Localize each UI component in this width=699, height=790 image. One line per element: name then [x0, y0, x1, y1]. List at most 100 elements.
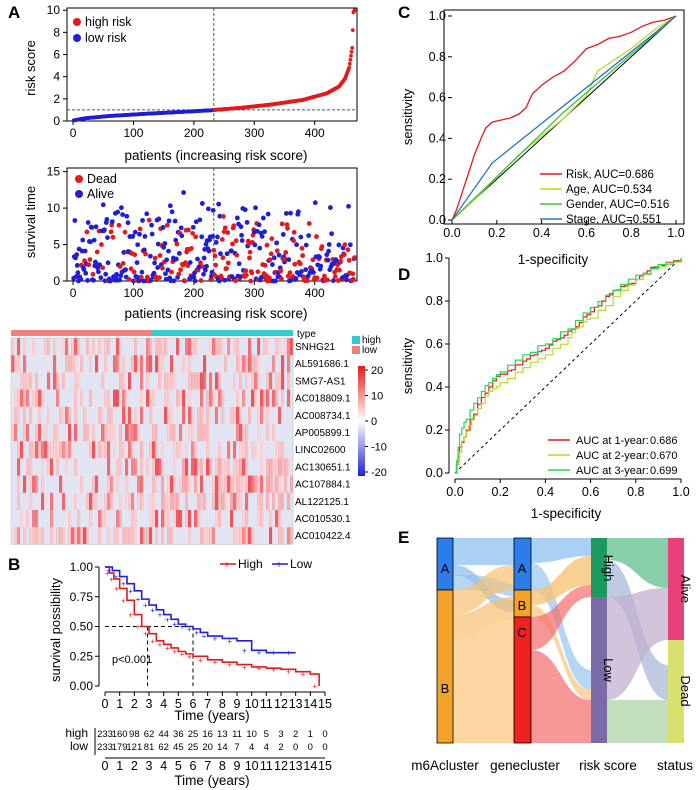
- heatmap-cell: [131, 458, 135, 476]
- heatmap-cell: [275, 475, 279, 493]
- survival-point-dead: [244, 272, 249, 278]
- risk-point-high: [347, 65, 352, 70]
- axis-m6acluster: m6Acluster: [411, 758, 479, 773]
- heatmap-cell: [98, 406, 102, 424]
- heatmap-cell: [212, 475, 216, 493]
- heatmap-cell: [98, 338, 102, 356]
- roc-d-xtick-label: 0.6: [582, 485, 599, 499]
- heatmap-cell: [149, 510, 153, 528]
- heatmap-cell: [230, 527, 234, 545]
- heatmap-cell: [221, 338, 225, 356]
- heatmap-cell: [173, 406, 177, 424]
- a1-xtick-label: 200: [184, 126, 204, 140]
- heatmap-cell: [209, 510, 213, 528]
- survival-point-dead: [224, 266, 229, 271]
- survival-point-alive: [202, 267, 208, 273]
- survival-point-dead: [284, 222, 290, 227]
- heatmap-cell: [152, 338, 156, 356]
- heatmap-cell: [173, 355, 177, 373]
- survival-point-dead: [262, 262, 268, 268]
- survival-point-dead: [246, 241, 252, 246]
- survival-point-alive: [123, 267, 129, 273]
- heatmap-cell: [287, 372, 291, 390]
- heatmap-cell: [140, 458, 144, 476]
- risk-table-high-cell: 44: [158, 729, 169, 740]
- heatmap-cell: [26, 338, 30, 356]
- heatmap-cell: [122, 510, 126, 528]
- heatmap-cell: [125, 475, 129, 493]
- heatmap-cell: [125, 492, 129, 510]
- heatmap-cell: [92, 424, 96, 442]
- heatmap-cell: [176, 355, 180, 373]
- heatmap-cell: [191, 355, 195, 373]
- heatmap-cell: [20, 492, 24, 510]
- roc-c-xtick-label: 0.2: [488, 226, 505, 240]
- heatmap-cell: [158, 527, 162, 545]
- heatmap-cell: [65, 527, 69, 545]
- heatmap-cell: [194, 475, 198, 493]
- heatmap-cell: [281, 355, 285, 373]
- heatmap-cell: [26, 424, 30, 442]
- heatmap-cell: [125, 527, 129, 545]
- heatmap-cell: [101, 527, 105, 545]
- heatmap-cell: [44, 372, 48, 390]
- heatmap-cell: [185, 475, 189, 493]
- survival-point-dead: [225, 260, 231, 266]
- km-risk-table: highlow233233016017919812126281344624364…: [65, 726, 332, 773]
- survival-point-alive: [190, 224, 196, 230]
- risk-table-low-cell: 121: [126, 742, 142, 753]
- survival-point-alive: [72, 218, 78, 223]
- survival-point-alive: [318, 263, 324, 269]
- heatmap-cell: [86, 338, 90, 356]
- heatmap-cell: [98, 355, 102, 373]
- roc-c-legend-label: Risk, AUC=0.686: [566, 169, 654, 181]
- heatmap-cell: [176, 492, 180, 510]
- heatmap-cell: [194, 424, 198, 442]
- heatmap-cell: [143, 355, 147, 373]
- heatmap-cell: [149, 338, 153, 356]
- heatmap-cell: [50, 406, 54, 424]
- heatmap-cell: [248, 475, 252, 493]
- heatmap-cell: [176, 372, 180, 390]
- survival-point-alive: [83, 270, 89, 276]
- heatmap-cell: [155, 406, 159, 424]
- heatmap-cell: [56, 441, 60, 459]
- heatmap-cell: [155, 475, 159, 493]
- heatmap-cell: [125, 510, 129, 528]
- heatmap-cell: [272, 424, 276, 442]
- heatmap-cell: [134, 475, 138, 493]
- survival-point-alive: [109, 219, 115, 225]
- heatmap-cell: [110, 389, 114, 407]
- heatmap-cell: [209, 527, 213, 545]
- heatmap-cell: [164, 424, 168, 442]
- heatmap-cell: [233, 527, 237, 545]
- heatmap-cell: [92, 372, 96, 390]
- type-legend-low: low: [362, 345, 378, 356]
- heatmap-cell: [131, 441, 135, 459]
- roc-c-xtick-label: 0.6: [578, 226, 595, 240]
- heatmap-cell: [50, 527, 54, 545]
- heatmap-cell: [254, 389, 258, 407]
- heatmap-cell: [77, 492, 81, 510]
- heatmap-cell: [209, 458, 213, 476]
- heatmap-cell: [131, 475, 135, 493]
- km-censor-mark: +: [257, 649, 262, 658]
- heatmap-cell: [32, 406, 36, 424]
- heatmap-cell: [185, 338, 189, 356]
- heatmap-cell: [113, 441, 117, 459]
- risk-table-xtick-label: 15: [318, 759, 332, 773]
- heatmap-cell: [170, 492, 174, 510]
- heatmap-cell: [83, 338, 87, 356]
- heatmap-cell: [137, 492, 141, 510]
- risk-table-high-cell: 98: [129, 729, 140, 740]
- roc-d-ytick-label: 1.0: [426, 251, 443, 265]
- heatmap-cell: [203, 510, 207, 528]
- heatmap-cell: [173, 389, 177, 407]
- heatmap-cell: [182, 424, 186, 442]
- survival-point-dead: [337, 267, 342, 273]
- heatmap-cell: [284, 424, 288, 442]
- survival-point-alive: [149, 231, 155, 237]
- heatmap-cell: [101, 355, 105, 373]
- heatmap-cell: [257, 492, 261, 510]
- survival-point-alive: [172, 218, 178, 224]
